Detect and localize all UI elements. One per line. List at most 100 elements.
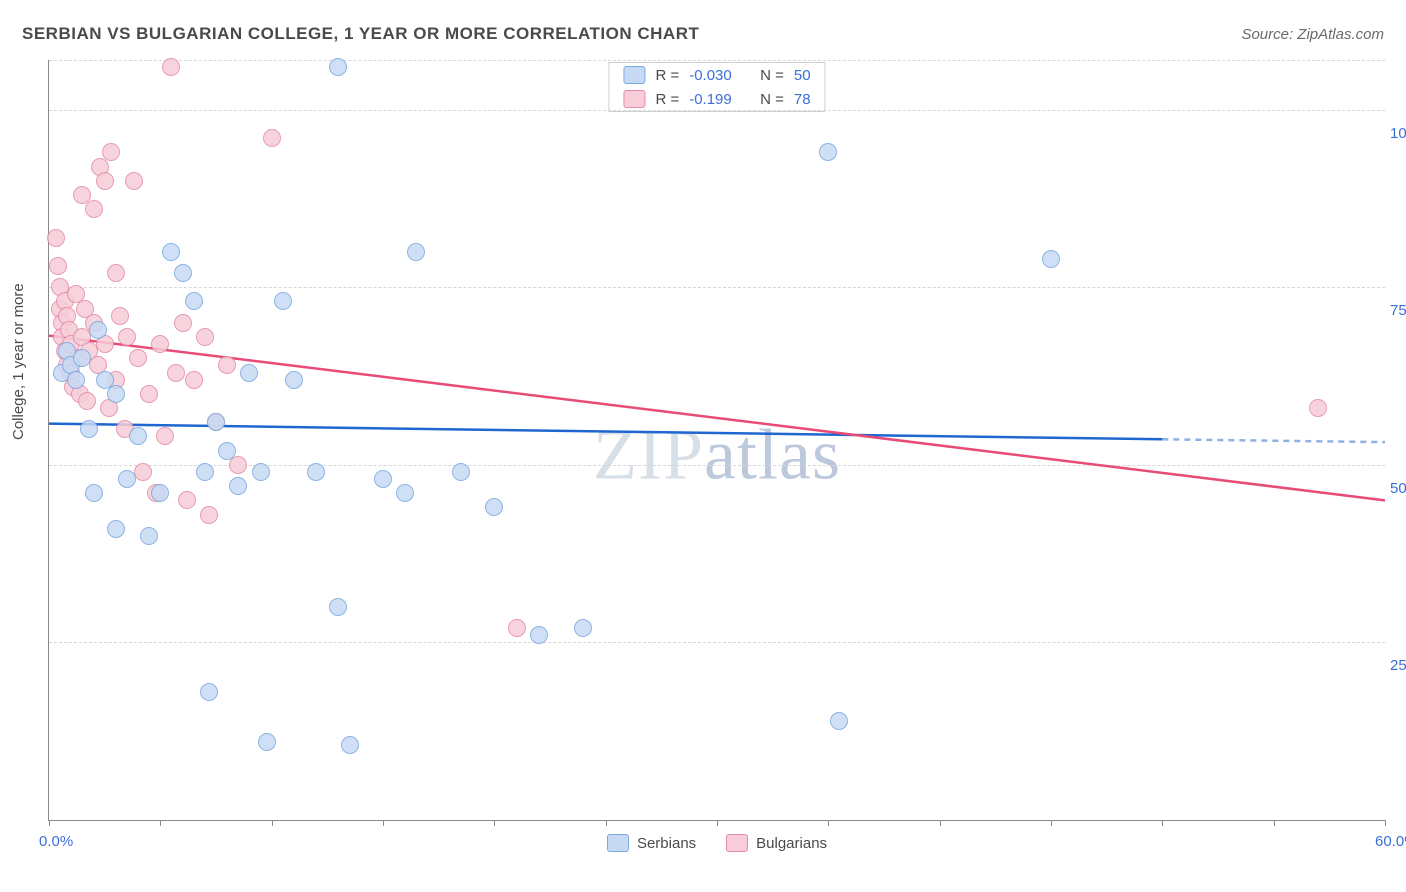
data-point [174,264,192,282]
data-point [118,470,136,488]
source-label: Source: ZipAtlas.com [1241,26,1384,43]
data-point [107,264,125,282]
data-point [396,484,414,502]
plot-area: ZIPatlas R = -0.030 N = 50 R = -0.199 N … [48,60,1385,821]
y-tick-label: 75.0% [1390,302,1406,319]
data-point [819,143,837,161]
x-tick-mark [160,820,161,826]
data-point [196,463,214,481]
legend-swatch-icon [607,834,629,852]
data-point [185,292,203,310]
r-value-bulgarians: -0.199 [689,91,732,108]
y-tick-label: 100.0% [1390,125,1406,142]
x-tick-mark [828,820,829,826]
x-tick-mark [717,820,718,826]
data-point [85,200,103,218]
gridline [49,287,1385,288]
data-point [167,364,185,382]
data-point [307,463,325,481]
y-axis-label: College, 1 year or more [10,283,27,440]
data-point [240,364,258,382]
x-tick-label: 60.0% [1375,833,1406,850]
legend-swatch-bulgarians [623,90,645,108]
data-point [485,498,503,516]
gridline [49,110,1385,111]
gridline [49,465,1385,466]
data-point [162,58,180,76]
x-tick-mark [494,820,495,826]
data-point [129,349,147,367]
data-point [329,58,347,76]
data-point [508,619,526,637]
x-tick-mark [1051,820,1052,826]
data-point [200,683,218,701]
x-tick-mark [49,820,50,826]
trend-line-bulgians [49,336,1385,501]
data-point [134,463,152,481]
data-point [67,371,85,389]
n-label: N = [760,67,784,84]
x-tick-mark [606,820,607,826]
gridline [49,642,1385,643]
data-point [530,626,548,644]
watermark-a: ZIP [593,415,704,495]
legend-swatch-icon [726,834,748,852]
data-point [285,371,303,389]
data-point [162,243,180,261]
data-point [102,143,120,161]
data-point [407,243,425,261]
data-point [830,712,848,730]
watermark: ZIPatlas [593,414,841,497]
x-tick-mark [1385,820,1386,826]
data-point [229,477,247,495]
data-point [218,442,236,460]
n-label: N = [760,91,784,108]
r-label: R = [655,67,679,84]
data-point [1042,250,1060,268]
data-point [80,420,98,438]
x-tick-mark [272,820,273,826]
data-point [229,456,247,474]
r-value-serbians: -0.030 [689,67,732,84]
data-point [118,328,136,346]
data-point [78,392,96,410]
legend-stats: R = -0.030 N = 50 R = -0.199 N = 78 [608,62,825,112]
data-point [107,520,125,538]
data-point [73,349,91,367]
r-label: R = [655,91,679,108]
data-point [156,427,174,445]
x-tick-mark [1162,820,1163,826]
data-point [125,172,143,190]
data-point [174,314,192,332]
chart-container: SERBIAN VS BULGARIAN COLLEGE, 1 YEAR OR … [0,0,1406,892]
data-point [89,321,107,339]
data-point [96,172,114,190]
data-point [252,463,270,481]
x-tick-mark [1274,820,1275,826]
y-tick-label: 50.0% [1390,480,1406,497]
data-point [1309,399,1327,417]
n-value-serbians: 50 [794,67,811,84]
watermark-b: atlas [704,415,841,495]
data-point [178,491,196,509]
data-point [111,307,129,325]
data-point [274,292,292,310]
data-point [151,484,169,502]
trend-lines [49,60,1385,820]
data-point [140,385,158,403]
data-point [218,356,236,374]
data-point [329,598,347,616]
legend-series: Serbians Bulgarians [607,834,827,852]
legend-swatch-serbians [623,66,645,84]
data-point [47,229,65,247]
data-point [374,470,392,488]
data-point [49,257,67,275]
chart-title: SERBIAN VS BULGARIAN COLLEGE, 1 YEAR OR … [22,24,699,44]
data-point [258,733,276,751]
data-point [341,736,359,754]
legend-label-bulgarians: Bulgarians [756,835,827,852]
legend-label-serbians: Serbians [637,835,696,852]
x-tick-mark [940,820,941,826]
data-point [85,484,103,502]
legend-stats-row-serbians: R = -0.030 N = 50 [609,63,824,87]
